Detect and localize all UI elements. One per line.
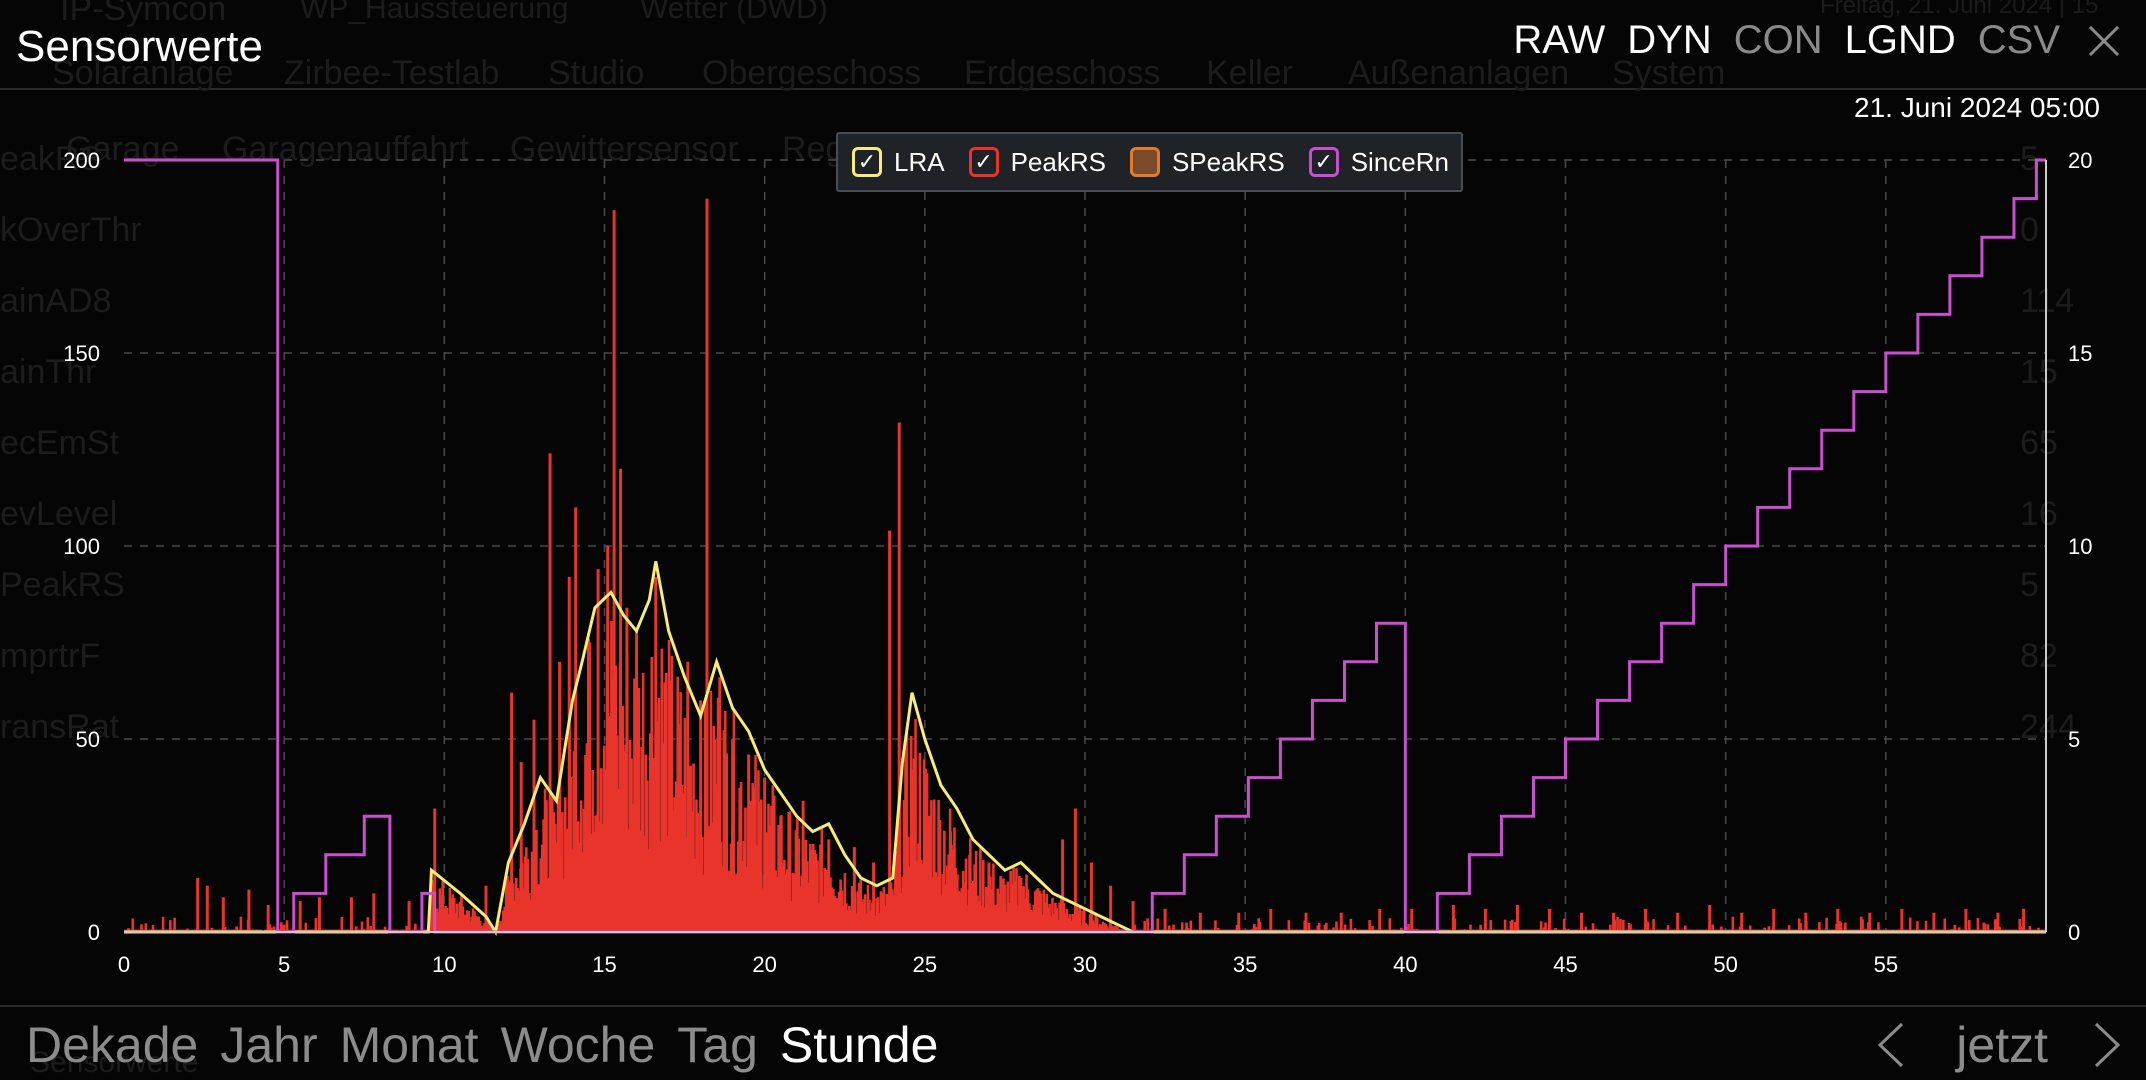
x-tick-label: 45	[1553, 952, 1577, 977]
bg-left-label: ainAD8	[0, 282, 112, 320]
legend-label-peakrs: PeakRS	[1010, 146, 1106, 177]
time-navigation: jetzt	[1876, 1016, 2122, 1074]
chart-legend: ✓ LRA ✓ PeakRS SPeakRS ✓ SinceRn	[836, 132, 1463, 192]
bg-right-value: 16	[2020, 495, 2058, 533]
y-right-tick-label: 20	[2068, 148, 2092, 173]
legend-item-lra[interactable]: ✓ LRA	[852, 147, 945, 178]
csv-toggle[interactable]: CSV	[1977, 18, 2060, 62]
bg-bottom-text: Sensorwerte	[30, 1046, 199, 1079]
footer-divider	[0, 1005, 2146, 1007]
bg-left-labels: eakRS kOverThr ainAD8 ainThr ecEmSt evLevel Pe…	[0, 140, 170, 1030]
legend-label-lra: LRA	[894, 146, 945, 177]
y-left-tick-label: 50	[76, 727, 100, 752]
y-right-tick-label: 15	[2068, 341, 2092, 366]
x-tick-label: 40	[1393, 952, 1417, 977]
chart-timestamp: 21. Juni 2024 05:00	[1854, 92, 2100, 123]
page-title: Sensorwerte	[16, 22, 264, 71]
bg-right-value: 15	[2020, 353, 2058, 391]
y-left-tick-label: 150	[63, 341, 100, 366]
bg-left-label: ransRat	[0, 708, 120, 746]
con-toggle[interactable]: CON	[1733, 18, 1823, 62]
x-tick-label: 25	[913, 952, 937, 977]
legend-item-sincern[interactable]: ✓ SinceRn	[1308, 146, 1449, 178]
chevron-right-icon[interactable]	[2092, 1020, 2122, 1070]
bg-right-value: 5	[2020, 566, 2039, 604]
chart-grid	[124, 159, 2046, 932]
y-left-tick-label: 0	[88, 920, 100, 945]
bg-app-title: IP-Symcon	[60, 0, 227, 28]
legend-checkbox-peakrs[interactable]: ✓	[968, 147, 999, 177]
sensor-chart: 0 5 10 15 20 25 30 35 40 45 50 55050100150200051015…	[63, 148, 2092, 977]
x-tick-label: 30	[1073, 952, 1097, 977]
legend-item-speakrs[interactable]: SPeakRS	[1129, 146, 1285, 178]
toolbar: RAW DYN CON LGND CSV	[1491, 18, 2122, 63]
bg-tab-5: Keller	[1206, 54, 1293, 92]
bg-left-label: ecEmSt	[0, 424, 120, 462]
legend-item-peakrs[interactable]: ✓ PeakRS	[968, 146, 1106, 178]
bg-right-value: 114	[2020, 282, 2075, 320]
bg-right-value: 82	[2020, 637, 2058, 675]
x-tick-label: 0	[118, 952, 130, 977]
bg-date: Freitag, 21. Juni 2024 | 15	[1820, 0, 2099, 19]
y-right-tick-label: 0	[2068, 920, 2080, 945]
bg-tab-2: Studio	[548, 54, 645, 92]
bg-right-value: 5	[2020, 140, 2039, 178]
period-jahr[interactable]: Jahr	[220, 1017, 318, 1073]
legend-label-speakrs: SPeakRS	[1171, 146, 1285, 177]
x-tick-label: 10	[432, 952, 456, 977]
background-header	[0, 0, 2146, 90]
y-left-tick-label: 100	[63, 534, 100, 559]
raw-toggle[interactable]: RAW	[1513, 18, 1606, 62]
bg-tab-6: Außenanlagen	[1348, 54, 1570, 92]
bg-left-label: eakRS	[0, 140, 103, 178]
lra-series-line	[124, 561, 2046, 937]
y-right-tick-label: 5	[2068, 727, 2080, 752]
bg-tab-7: System	[1612, 54, 1726, 92]
y-right-tick-label: 10	[2068, 534, 2092, 559]
bg-tab-wetter: Wetter (DWD)	[640, 0, 828, 25]
bg-left-label: kOverThr	[0, 211, 142, 249]
bg-subtab-0: Garage	[66, 130, 180, 168]
bg-left-label: mprtrF	[0, 637, 101, 675]
period-selector: Dekade Jahr Monat Woche Tag Stunde	[26, 1016, 960, 1074]
legend-checkbox-sincern[interactable]: ✓	[1308, 147, 1339, 177]
chart-axes: 0 5 10 15 20 25 30 35 40 45 50 55050100150200051015…	[63, 148, 2092, 977]
period-dekade[interactable]: Dekade	[26, 1017, 199, 1073]
bg-subtab-1: Garagenauffahrt	[222, 130, 469, 168]
bg-right-value: 0	[2020, 211, 2039, 249]
now-button[interactable]: jetzt	[1956, 1017, 2048, 1073]
legend-checkbox-lra[interactable]: ✓	[852, 147, 882, 177]
bg-right-value: 65	[2020, 424, 2058, 462]
bg-left-label: evLevel	[0, 495, 118, 533]
period-monat[interactable]: Monat	[339, 1017, 479, 1073]
close-icon[interactable]	[2086, 23, 2122, 59]
bg-tab-0: Solaranlage	[52, 54, 234, 92]
x-tick-label: 5	[278, 952, 290, 977]
lgnd-toggle[interactable]: LGND	[1844, 18, 1956, 62]
x-tick-label: 35	[1233, 952, 1257, 977]
period-stunde[interactable]: Stunde	[779, 1017, 939, 1073]
bg-tab-1: Zirbee-Testlab	[284, 54, 500, 92]
period-tag[interactable]: Tag	[677, 1017, 758, 1073]
x-tick-label: 15	[592, 952, 616, 977]
chevron-left-icon[interactable]	[1876, 1020, 1906, 1070]
bg-left-label: ainThr	[0, 353, 97, 391]
x-tick-label: 20	[752, 952, 776, 977]
sincern-series-line	[124, 158, 2046, 934]
dyn-toggle[interactable]: DYN	[1627, 18, 1712, 62]
bg-tab-haussteuerung: WP_Haussteuerung	[300, 0, 569, 25]
x-tick-label: 55	[1874, 952, 1898, 977]
period-woche[interactable]: Woche	[500, 1017, 656, 1073]
legend-checkbox-speakrs[interactable]	[1129, 147, 1160, 177]
bg-tab-3: Obergeschoss	[702, 54, 922, 92]
bg-left-label: PeakRS	[0, 566, 125, 604]
y-left-tick-label: 200	[63, 148, 100, 173]
bg-tab-4: Erdgeschoss	[964, 54, 1161, 92]
legend-label-sincern: SinceRn	[1350, 146, 1449, 177]
x-tick-label: 50	[1713, 952, 1737, 977]
bg-subtab-2: Gewittersensor	[510, 130, 739, 168]
